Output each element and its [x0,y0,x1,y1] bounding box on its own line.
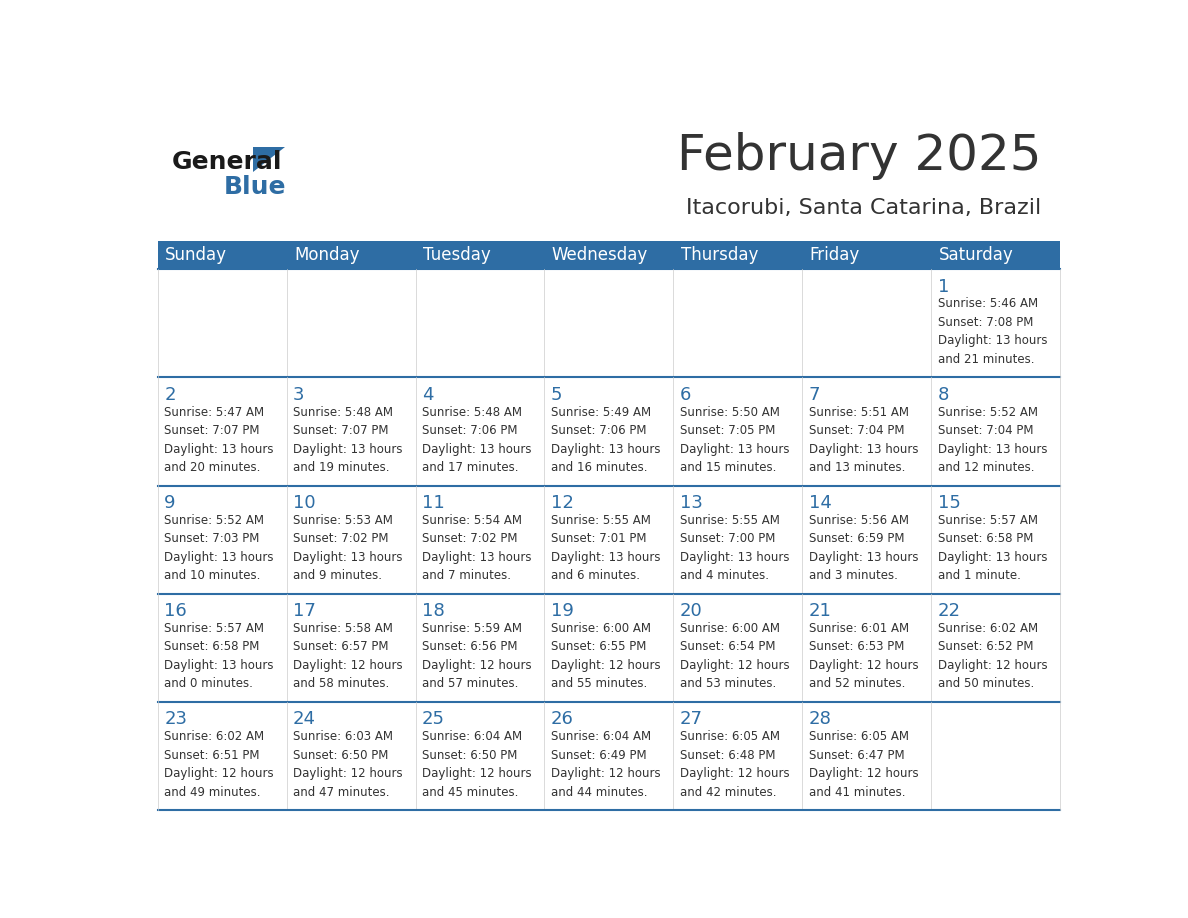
Text: Sunrise: 5:54 AM
Sunset: 7:02 PM
Daylight: 13 hours
and 7 minutes.: Sunrise: 5:54 AM Sunset: 7:02 PM Dayligh… [422,514,531,582]
Text: 21: 21 [809,602,832,621]
Text: 18: 18 [422,602,444,621]
Text: Sunrise: 6:05 AM
Sunset: 6:47 PM
Daylight: 12 hours
and 41 minutes.: Sunrise: 6:05 AM Sunset: 6:47 PM Dayligh… [809,730,918,799]
Text: 22: 22 [937,602,961,621]
Bar [158,241,1060,269]
Text: 14: 14 [809,494,832,512]
Text: 5: 5 [551,386,562,404]
Text: Sunrise: 5:59 AM
Sunset: 6:56 PM
Daylight: 12 hours
and 57 minutes.: Sunrise: 5:59 AM Sunset: 6:56 PM Dayligh… [422,621,531,690]
Text: Sunrise: 5:51 AM
Sunset: 7:04 PM
Daylight: 13 hours
and 13 minutes.: Sunrise: 5:51 AM Sunset: 7:04 PM Dayligh… [809,406,918,474]
Text: 28: 28 [809,711,832,728]
Text: 6: 6 [680,386,691,404]
Text: 23: 23 [164,711,188,728]
Text: Thursday: Thursday [681,246,758,264]
Text: Sunrise: 5:57 AM
Sunset: 6:58 PM
Daylight: 13 hours
and 1 minute.: Sunrise: 5:57 AM Sunset: 6:58 PM Dayligh… [937,514,1047,582]
Text: 10: 10 [293,494,316,512]
Text: 4: 4 [422,386,434,404]
Text: 2: 2 [164,386,176,404]
Text: 12: 12 [551,494,574,512]
Text: Sunrise: 5:58 AM
Sunset: 6:57 PM
Daylight: 12 hours
and 58 minutes.: Sunrise: 5:58 AM Sunset: 6:57 PM Dayligh… [293,621,403,690]
Text: Sunrise: 5:55 AM
Sunset: 7:01 PM
Daylight: 13 hours
and 6 minutes.: Sunrise: 5:55 AM Sunset: 7:01 PM Dayligh… [551,514,661,582]
Text: Tuesday: Tuesday [423,246,491,264]
Text: 9: 9 [164,494,176,512]
Text: General: General [171,150,282,174]
Text: Sunrise: 6:02 AM
Sunset: 6:51 PM
Daylight: 12 hours
and 49 minutes.: Sunrise: 6:02 AM Sunset: 6:51 PM Dayligh… [164,730,273,799]
Text: 13: 13 [680,494,702,512]
Text: Sunrise: 6:04 AM
Sunset: 6:49 PM
Daylight: 12 hours
and 44 minutes.: Sunrise: 6:04 AM Sunset: 6:49 PM Dayligh… [551,730,661,799]
Text: February 2025: February 2025 [677,132,1042,180]
Text: Sunrise: 6:04 AM
Sunset: 6:50 PM
Daylight: 12 hours
and 45 minutes.: Sunrise: 6:04 AM Sunset: 6:50 PM Dayligh… [422,730,531,799]
Text: Itacorubi, Santa Catarina, Brazil: Itacorubi, Santa Catarina, Brazil [687,197,1042,218]
Text: 20: 20 [680,602,702,621]
Text: 11: 11 [422,494,444,512]
Text: Sunrise: 6:01 AM
Sunset: 6:53 PM
Daylight: 12 hours
and 52 minutes.: Sunrise: 6:01 AM Sunset: 6:53 PM Dayligh… [809,621,918,690]
Text: Sunday: Sunday [165,246,227,264]
Text: Sunrise: 5:53 AM
Sunset: 7:02 PM
Daylight: 13 hours
and 9 minutes.: Sunrise: 5:53 AM Sunset: 7:02 PM Dayligh… [293,514,403,582]
Text: Blue: Blue [225,174,286,198]
Text: 3: 3 [293,386,304,404]
Text: Sunrise: 5:50 AM
Sunset: 7:05 PM
Daylight: 13 hours
and 15 minutes.: Sunrise: 5:50 AM Sunset: 7:05 PM Dayligh… [680,406,789,474]
Text: Sunrise: 6:00 AM
Sunset: 6:55 PM
Daylight: 12 hours
and 55 minutes.: Sunrise: 6:00 AM Sunset: 6:55 PM Dayligh… [551,621,661,690]
Text: Saturday: Saturday [939,246,1013,264]
Text: 27: 27 [680,711,703,728]
Polygon shape [253,147,285,173]
Text: Friday: Friday [809,246,860,264]
Text: Sunrise: 5:49 AM
Sunset: 7:06 PM
Daylight: 13 hours
and 16 minutes.: Sunrise: 5:49 AM Sunset: 7:06 PM Dayligh… [551,406,661,474]
Text: 25: 25 [422,711,446,728]
Text: Sunrise: 5:48 AM
Sunset: 7:07 PM
Daylight: 13 hours
and 19 minutes.: Sunrise: 5:48 AM Sunset: 7:07 PM Dayligh… [293,406,403,474]
Text: Sunrise: 5:48 AM
Sunset: 7:06 PM
Daylight: 13 hours
and 17 minutes.: Sunrise: 5:48 AM Sunset: 7:06 PM Dayligh… [422,406,531,474]
Text: Sunrise: 6:05 AM
Sunset: 6:48 PM
Daylight: 12 hours
and 42 minutes.: Sunrise: 6:05 AM Sunset: 6:48 PM Dayligh… [680,730,789,799]
Text: Monday: Monday [293,246,360,264]
Text: Sunrise: 5:52 AM
Sunset: 7:04 PM
Daylight: 13 hours
and 12 minutes.: Sunrise: 5:52 AM Sunset: 7:04 PM Dayligh… [937,406,1047,474]
Text: Sunrise: 5:52 AM
Sunset: 7:03 PM
Daylight: 13 hours
and 10 minutes.: Sunrise: 5:52 AM Sunset: 7:03 PM Dayligh… [164,514,273,582]
Text: 1: 1 [937,277,949,296]
Text: Sunrise: 5:47 AM
Sunset: 7:07 PM
Daylight: 13 hours
and 20 minutes.: Sunrise: 5:47 AM Sunset: 7:07 PM Dayligh… [164,406,273,474]
Text: Sunrise: 6:03 AM
Sunset: 6:50 PM
Daylight: 12 hours
and 47 minutes.: Sunrise: 6:03 AM Sunset: 6:50 PM Dayligh… [293,730,403,799]
Text: Sunrise: 6:02 AM
Sunset: 6:52 PM
Daylight: 12 hours
and 50 minutes.: Sunrise: 6:02 AM Sunset: 6:52 PM Dayligh… [937,621,1047,690]
Text: Sunrise: 5:55 AM
Sunset: 7:00 PM
Daylight: 13 hours
and 4 minutes.: Sunrise: 5:55 AM Sunset: 7:00 PM Dayligh… [680,514,789,582]
Text: 16: 16 [164,602,187,621]
Text: Sunrise: 5:56 AM
Sunset: 6:59 PM
Daylight: 13 hours
and 3 minutes.: Sunrise: 5:56 AM Sunset: 6:59 PM Dayligh… [809,514,918,582]
Text: Sunrise: 6:00 AM
Sunset: 6:54 PM
Daylight: 12 hours
and 53 minutes.: Sunrise: 6:00 AM Sunset: 6:54 PM Dayligh… [680,621,789,690]
Text: 24: 24 [293,711,316,728]
Text: Sunrise: 5:46 AM
Sunset: 7:08 PM
Daylight: 13 hours
and 21 minutes.: Sunrise: 5:46 AM Sunset: 7:08 PM Dayligh… [937,297,1047,366]
Text: 19: 19 [551,602,574,621]
Text: 17: 17 [293,602,316,621]
Text: 15: 15 [937,494,960,512]
Text: Wednesday: Wednesday [551,246,647,264]
Text: 26: 26 [551,711,574,728]
Text: 7: 7 [809,386,820,404]
Text: Sunrise: 5:57 AM
Sunset: 6:58 PM
Daylight: 13 hours
and 0 minutes.: Sunrise: 5:57 AM Sunset: 6:58 PM Dayligh… [164,621,273,690]
Text: 8: 8 [937,386,949,404]
